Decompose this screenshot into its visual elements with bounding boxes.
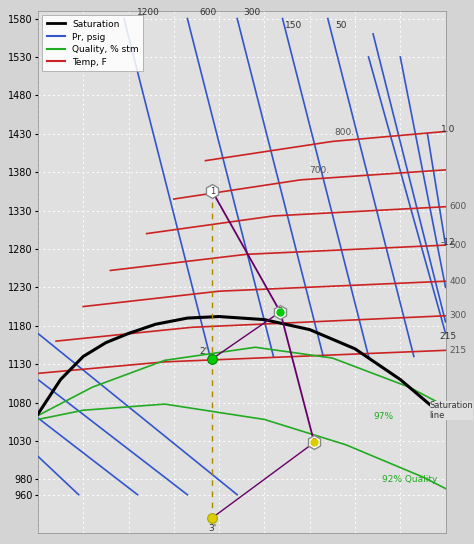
Text: 500: 500 [449, 240, 466, 250]
Text: 300: 300 [244, 8, 261, 17]
Text: 1200: 1200 [137, 8, 160, 17]
Text: 2: 2 [278, 307, 283, 317]
Text: Saturation
line: Saturation line [430, 401, 474, 421]
Text: 1.0: 1.0 [441, 125, 455, 134]
Text: 800.: 800. [335, 128, 355, 137]
Text: 400: 400 [449, 277, 466, 286]
Text: 92% Quality: 92% Quality [382, 475, 438, 484]
Text: 2': 2' [200, 347, 208, 356]
Text: 97%: 97% [373, 412, 393, 421]
Text: 3': 3' [208, 524, 217, 533]
Text: -12: -12 [440, 238, 455, 246]
Text: 215: 215 [439, 332, 456, 341]
Text: 300: 300 [449, 311, 466, 320]
Text: 700.: 700. [310, 166, 330, 175]
Text: 1: 1 [210, 187, 215, 196]
Text: 600: 600 [199, 8, 217, 17]
Text: 150: 150 [285, 21, 302, 30]
Text: 600: 600 [449, 202, 466, 211]
Legend: Saturation, Pr, psig, Quality, % stm, Temp, F: Saturation, Pr, psig, Quality, % stm, Te… [43, 15, 143, 71]
Text: 50: 50 [336, 21, 347, 30]
Text: 215: 215 [449, 346, 466, 355]
Text: 3: 3 [311, 438, 317, 447]
